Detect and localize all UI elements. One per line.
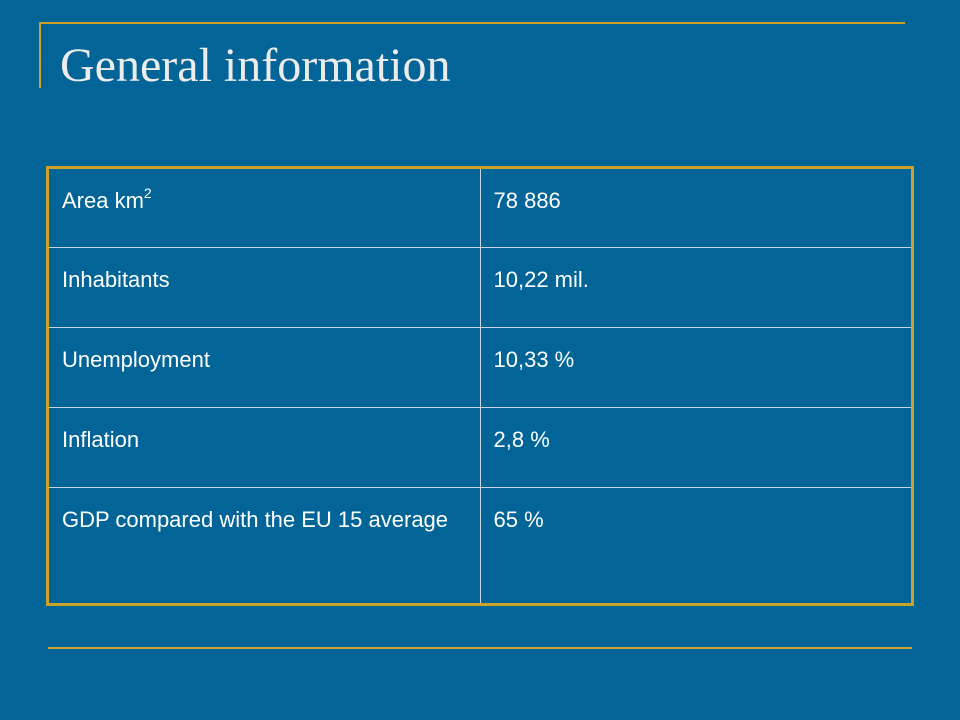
table-row: Unemployment 10,33 %: [47, 327, 913, 408]
table-cell: Inflation: [47, 407, 481, 488]
decor-line: [39, 22, 41, 88]
table-row: Inhabitants 10,22 mil.: [47, 247, 913, 328]
table-row: Inflation 2,8 %: [47, 407, 913, 488]
table-cell: Inhabitants: [47, 247, 481, 328]
decor-line: [48, 647, 912, 649]
cell-superscript: 2: [143, 185, 152, 201]
table-cell: 78 886: [479, 167, 913, 248]
info-table: Area km2 78 886 Inhabitants 10,22 mil. Unemp…: [46, 166, 914, 606]
cell-text: Area km: [62, 188, 144, 213]
table-cell: GDP compared with the EU 15 average: [47, 487, 481, 605]
table-cell: Area km2: [47, 167, 481, 248]
decor-line: [39, 22, 905, 24]
table-cell: Unemployment: [47, 327, 481, 408]
table-row: GDP compared with the EU 15 average 65 %: [47, 487, 913, 605]
table-cell: 65 %: [479, 487, 913, 605]
table-cell: 10,33 %: [479, 327, 913, 408]
table-cell: 2,8 %: [479, 407, 913, 488]
slide-title: General information: [60, 39, 451, 92]
table-cell: 10,22 mil.: [479, 247, 913, 328]
table-row: Area km2 78 886: [47, 167, 913, 248]
